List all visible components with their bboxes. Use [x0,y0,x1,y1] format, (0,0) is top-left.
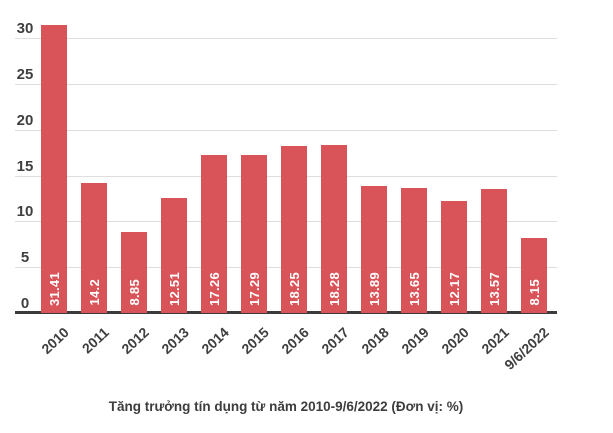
bar-value-label: 17.29 [246,271,262,306]
x-tick-label: 2013 [158,324,192,357]
bar-value-label: 31.41 [46,271,62,306]
x-tick-label: 2011 [78,324,112,357]
bar-2013[interactable]: 12.51 [161,198,187,313]
bar-value-label: 17.26 [206,271,222,306]
bar-2011[interactable]: 14.2 [81,182,107,313]
chart-title: Tăng trưởng tín dụng từ năm 2010-9/6/202… [108,399,464,414]
bar-value-label: 13.57 [486,271,502,306]
bar-value-label: 12.17 [446,271,462,306]
x-tick-label: 2018 [358,324,392,357]
bar-2012[interactable]: 8.85 [121,231,147,313]
bar-9-6-2022[interactable]: 8.15 [521,238,547,313]
bar-value-label: 8.15 [526,279,542,306]
y-tick-label: 10 [16,203,34,221]
x-tick-label: 2015 [238,324,272,357]
x-tick-label: 2021 [478,324,512,357]
bar-2019[interactable]: 13.65 [401,187,427,313]
x-tick-label: 2019 [398,324,432,357]
y-tick-label: 0 [20,295,30,312]
gridline [15,129,557,131]
bar-2017[interactable]: 18.28 [321,145,347,313]
bar-value-label: 12.51 [166,271,182,306]
bar-value-label: 14.2 [86,279,102,306]
y-tick-label: 20 [16,111,34,129]
bar-2016[interactable]: 18.25 [281,145,307,313]
bar-2010[interactable]: 31.41 [41,25,67,313]
bar-value-label: 13.65 [406,271,422,306]
bar-2015[interactable]: 17.29 [241,154,267,313]
bar-value-label: 8.85 [126,279,142,306]
bar-value-label: 18.25 [286,271,302,306]
bar-value-label: 18.28 [326,271,342,306]
x-tick-label: 2012 [118,324,152,357]
gridline [15,38,557,39]
bar-2021[interactable]: 13.57 [481,188,507,313]
x-tick-label: 2017 [318,324,352,357]
bar-2020[interactable]: 12.17 [441,201,467,313]
x-tick-label: 2010 [38,324,72,357]
y-tick-label: 5 [20,249,30,267]
y-tick-label: 25 [16,65,34,83]
gridline [15,83,557,85]
y-tick-label: 15 [16,157,34,175]
x-tick-label: 2016 [278,324,312,357]
x-tick-label: 2014 [198,324,232,357]
bar-2014[interactable]: 17.26 [201,154,227,313]
bar-2018[interactable]: 13.89 [361,185,387,313]
x-tick-label: 2020 [438,324,472,357]
y-tick-label: 30 [16,20,34,37]
bar-value-label: 13.89 [366,271,382,306]
